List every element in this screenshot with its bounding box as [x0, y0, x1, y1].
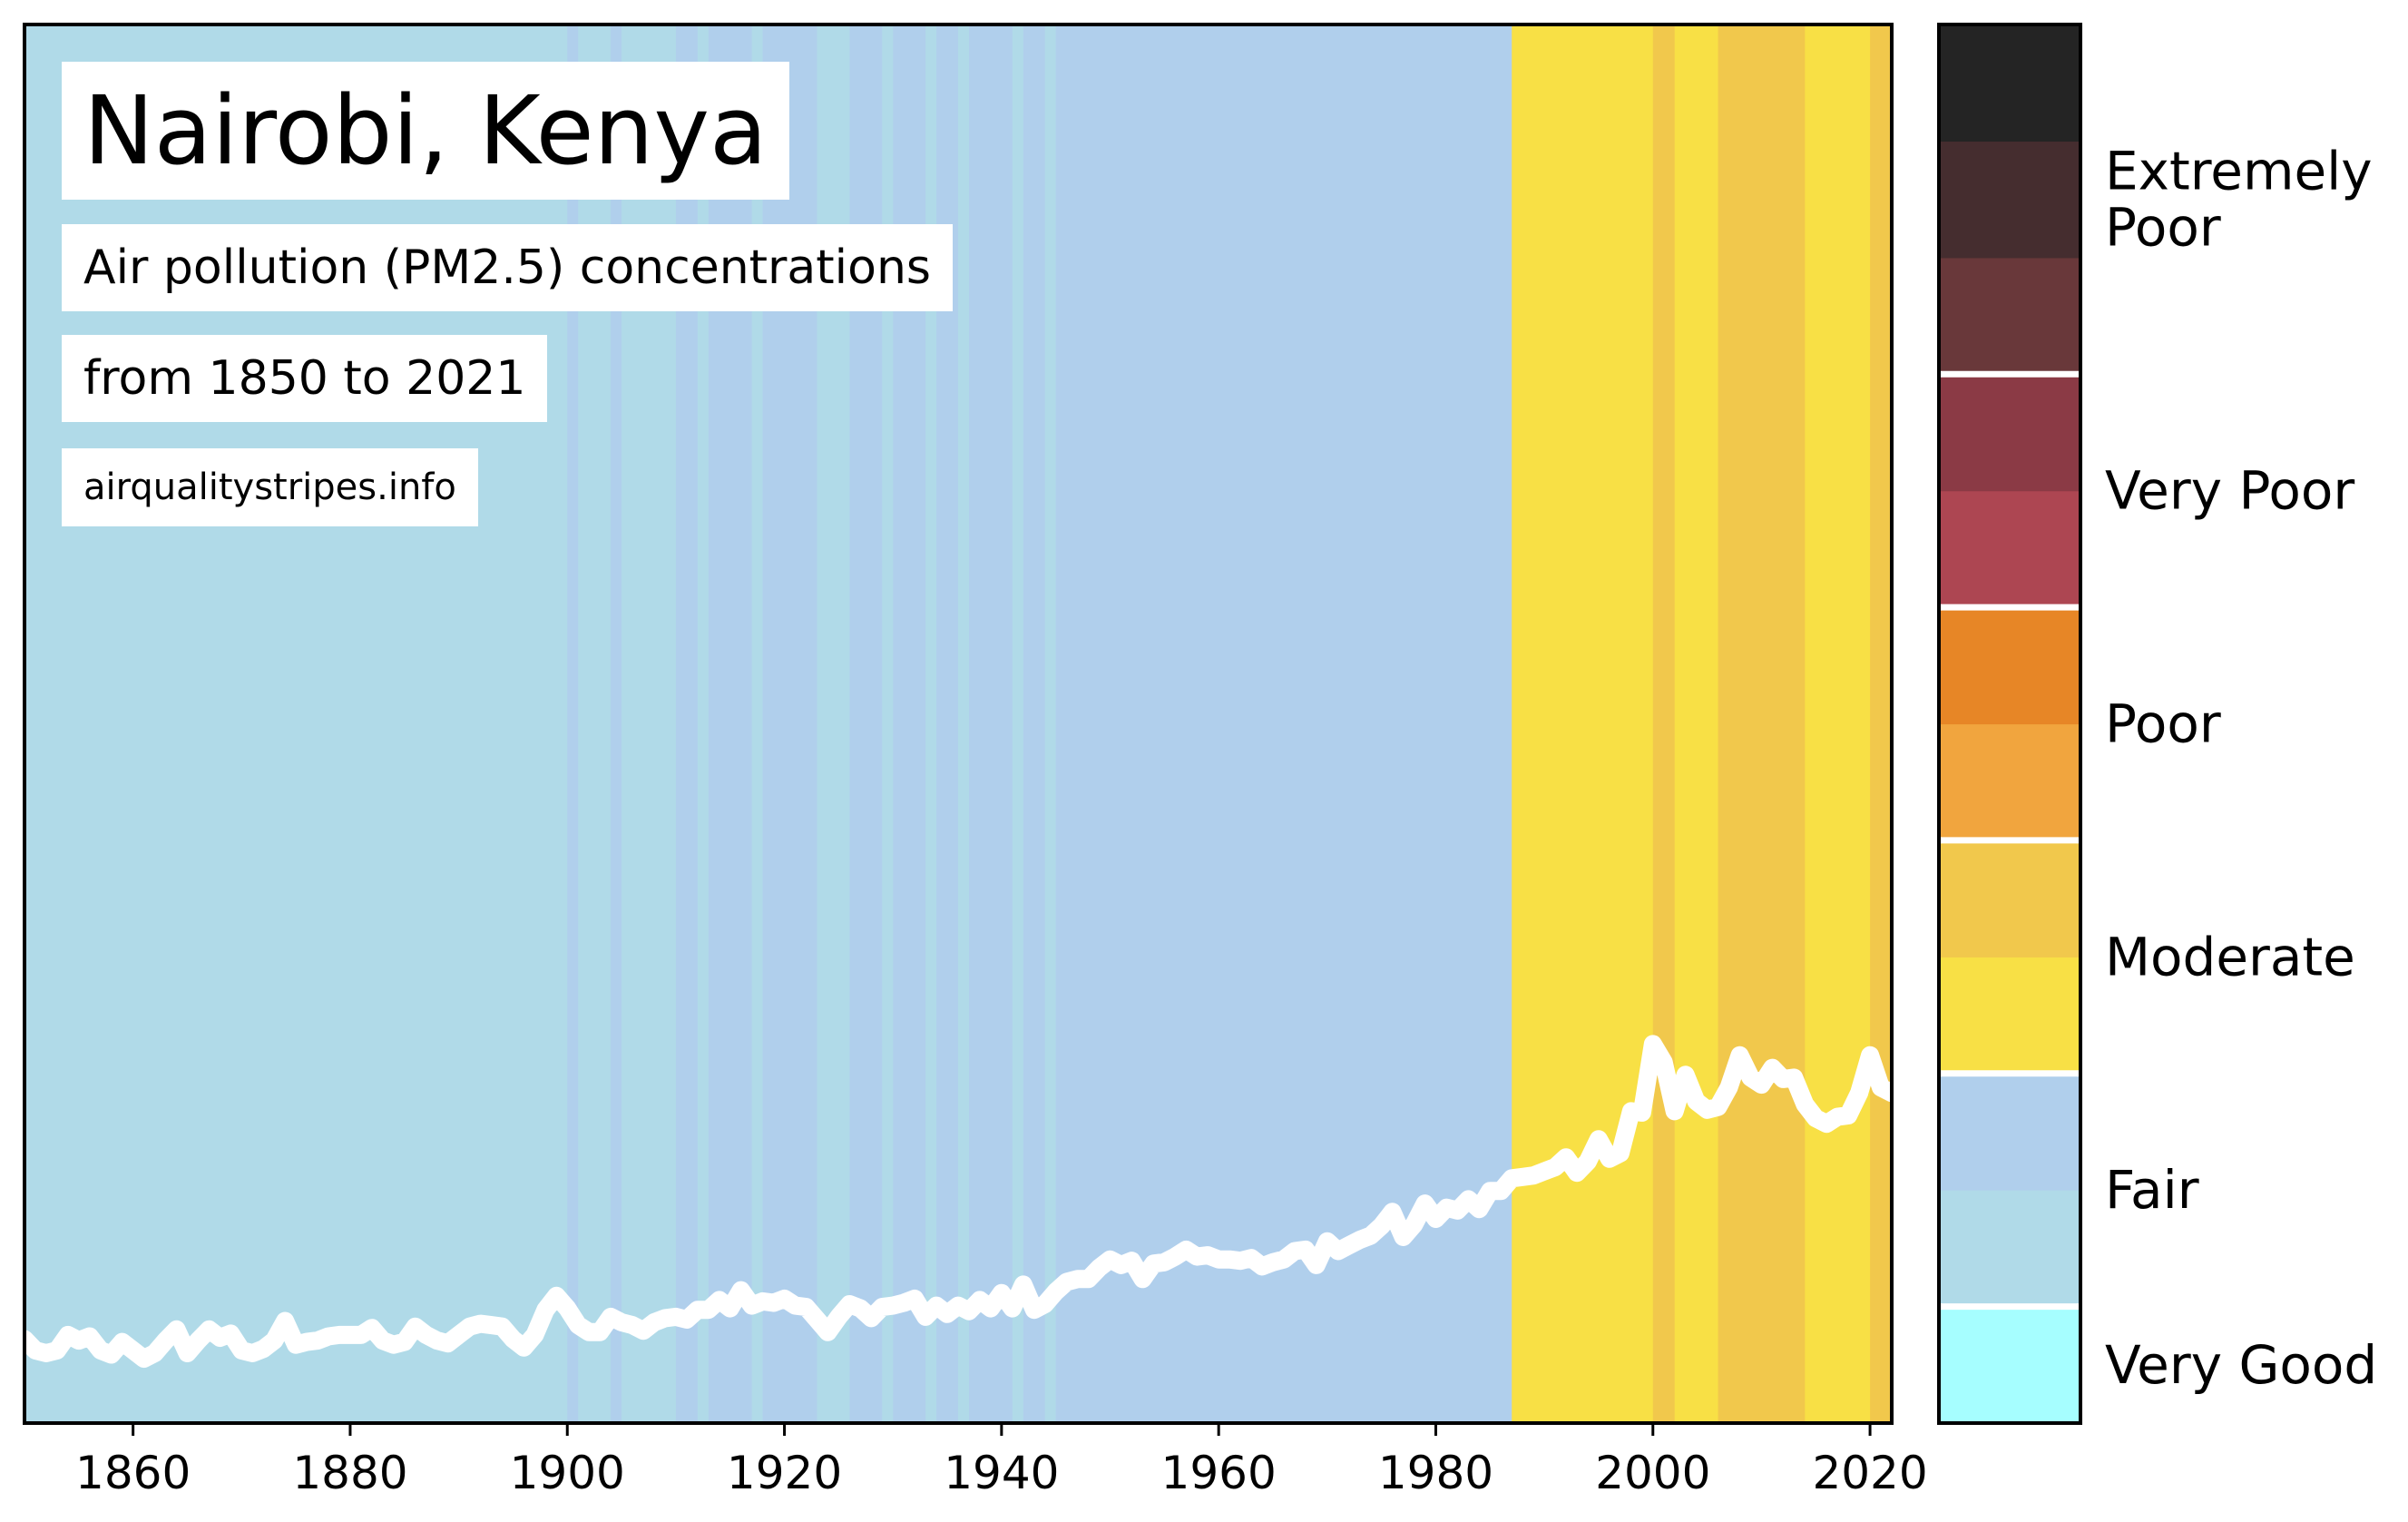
- stripe-1900: [567, 25, 579, 1423]
- colorbar-cell-5-0: [1939, 257, 2080, 375]
- colorbar-cell-3-0: [1939, 723, 2080, 841]
- stripe-1904: [611, 25, 622, 1423]
- colorbar-cell-4-1: [1939, 374, 2080, 492]
- colorbar-label-moderate: Moderate: [2105, 926, 2355, 987]
- colorbar-label-fair: Fair: [2105, 1159, 2199, 1221]
- colorbar-cell-2-1: [1939, 840, 2080, 957]
- stripe-2000: [1652, 25, 1676, 1423]
- colorbar-cell-5-1: [1939, 141, 2080, 259]
- colorbar-label-extremely-poor-1: Poor: [2105, 197, 2221, 259]
- stripe-1917: [751, 25, 764, 1423]
- stripe-2020: [1870, 25, 1893, 1423]
- source-label: airqualitystripes.info: [62, 448, 478, 526]
- stripe-1929: [882, 25, 894, 1423]
- colorbar-label-poor: Poor: [2105, 693, 2221, 755]
- stripe-2014: [1805, 25, 1871, 1423]
- colorbar-label-very-good: Very Good: [2105, 1334, 2377, 1396]
- x-tick-label-1980: 1980: [1378, 1447, 1493, 1499]
- stripe-1987: [1512, 25, 1654, 1423]
- chart-subtitle: Air pollution (PM2.5) concentrations: [62, 224, 953, 311]
- stripe-1945: [1055, 25, 1512, 1423]
- colorbar-frame: [1937, 23, 2082, 1425]
- x-tick-label-2020: 2020: [1812, 1447, 1927, 1499]
- colorbar-cell-4-0: [1939, 490, 2080, 608]
- stripe-1944: [1044, 25, 1057, 1423]
- stripe-2002: [1674, 25, 1719, 1423]
- stripe-1933: [925, 25, 937, 1423]
- stripe-1912: [697, 25, 710, 1423]
- x-tick-label-1860: 1860: [75, 1447, 191, 1499]
- colorbar-label-extremely-poor-0: Extremely: [2105, 141, 2373, 202]
- stripe-1942: [1023, 25, 1046, 1423]
- colorbar-cell-5-2: [1939, 25, 2080, 142]
- colorbar-cell-2-0: [1939, 957, 2080, 1075]
- stripe-1941: [1012, 25, 1024, 1423]
- colorbar-label-very-poor: Very Poor: [2105, 460, 2354, 522]
- x-axis-ticks: 1860 1880 1900 1920 1940 1960 1980 2000 2020: [75, 1423, 1928, 1499]
- stripe-2006: [1718, 25, 1806, 1423]
- colorbar-cell-1-1: [1939, 1073, 2080, 1191]
- date-range-label: from 1850 to 2021: [62, 335, 548, 422]
- stripe-1937: [968, 25, 1013, 1423]
- x-tick-label-1960: 1960: [1161, 1447, 1277, 1499]
- x-tick-label-1900: 1900: [510, 1447, 625, 1499]
- plot-frame: [23, 23, 1894, 1425]
- colorbar-cell-3-1: [1939, 607, 2080, 725]
- colorbar: [1939, 25, 2080, 1424]
- stripe-1936: [958, 25, 970, 1423]
- colorbar-cell-1-0: [1939, 1190, 2080, 1308]
- colorbar-cell-0-0: [1939, 1306, 2080, 1424]
- x-tick-label-1880: 1880: [292, 1447, 407, 1499]
- chart-title: Nairobi, Kenya: [62, 62, 789, 200]
- x-tick-label-1940: 1940: [944, 1447, 1059, 1499]
- pm25-series-line: [15, 1035, 1901, 1369]
- x-tick-label-1920: 1920: [727, 1447, 842, 1499]
- colorbar-labels: Very Good Fair Moderate Poor Very Poor Extrem…: [2105, 141, 2377, 1396]
- x-tick-label-2000: 2000: [1595, 1447, 1710, 1499]
